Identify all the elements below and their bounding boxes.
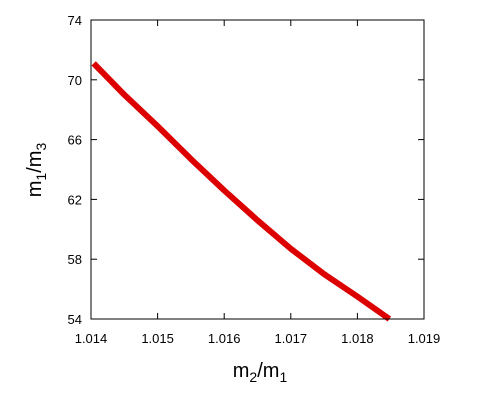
plot-frame xyxy=(90,19,425,320)
y-label-slash: / xyxy=(24,167,46,173)
y-tick-label: 54 xyxy=(68,312,82,327)
x-tick-label: 1.017 xyxy=(275,331,308,346)
x-tick-label: 1.019 xyxy=(408,331,441,346)
y-tick-label: 62 xyxy=(68,192,82,207)
x-label-sub-1: 2 xyxy=(249,369,257,385)
y-tick-label: 66 xyxy=(68,133,82,148)
y-label-sub-1: 1 xyxy=(33,173,49,181)
x-tick-label: 1.015 xyxy=(141,331,174,346)
x-tick-label: 1.016 xyxy=(208,331,241,346)
y-label-sub-2: 3 xyxy=(33,143,49,151)
x-label-sub-2: 1 xyxy=(279,369,287,385)
y-tick-label: 70 xyxy=(68,73,82,88)
x-tick-label: 1.014 xyxy=(75,331,108,346)
y-label-base-1: m xyxy=(24,181,46,198)
series-line-0 xyxy=(91,61,392,322)
series-layer xyxy=(91,61,392,322)
tick-marks xyxy=(90,19,425,320)
y-tick-label: 58 xyxy=(68,252,82,267)
y-label-base-2: m xyxy=(24,151,46,168)
x-tick-label: 1.018 xyxy=(341,331,374,346)
x-label-base-2: m xyxy=(263,360,280,382)
x-axis-label: m2/m1 xyxy=(233,360,288,385)
tick-labels: 1.014 1.015 1.016 1.017 1.018 1.019 54 58 62 66 70… xyxy=(68,13,441,346)
y-tick-label: 74 xyxy=(68,13,82,28)
x-label-base-1: m xyxy=(233,360,250,382)
y-axis-label: m1/m3 xyxy=(24,143,49,198)
x-label-slash: / xyxy=(257,360,263,382)
